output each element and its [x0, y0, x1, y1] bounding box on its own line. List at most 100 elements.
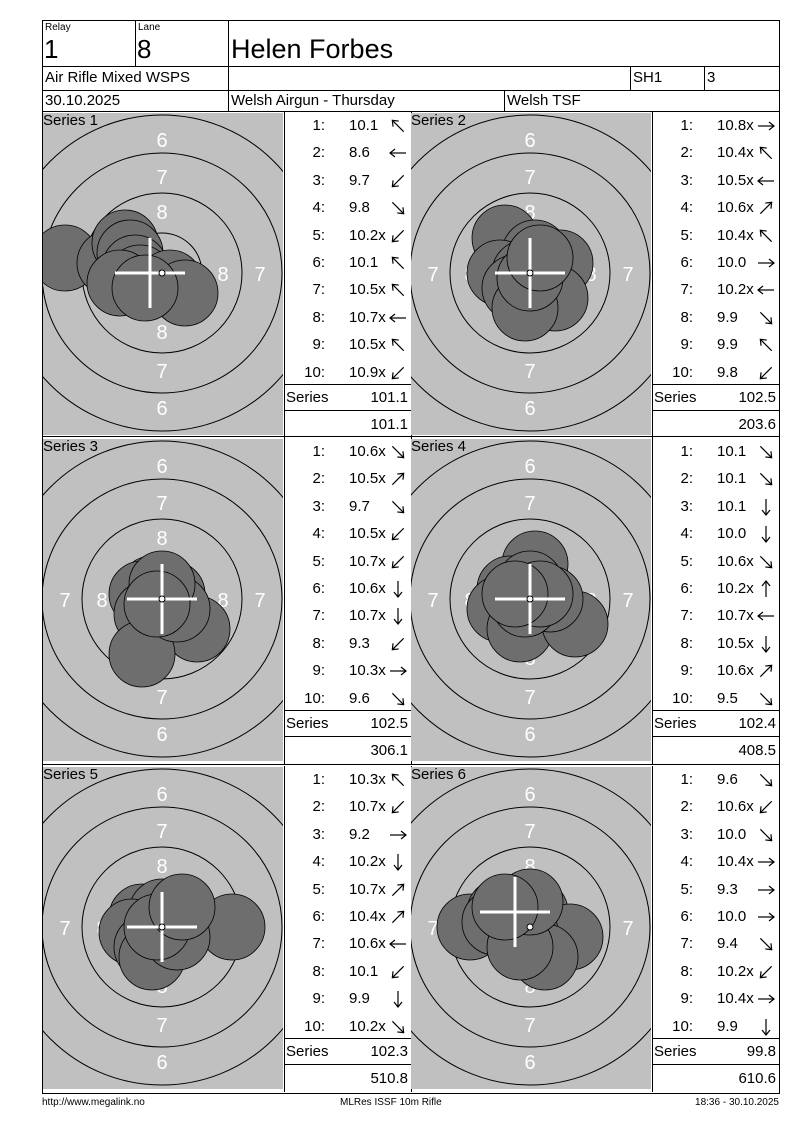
shot-number: 9: — [312, 662, 325, 680]
shot-row: 4: 10.2x — [287, 848, 411, 875]
ring-label-8: 8 — [524, 202, 535, 224]
shot-row: 5: 10.6x — [655, 548, 779, 575]
direction-arrow-icon — [759, 229, 773, 242]
shot-number: 2: — [312, 798, 325, 816]
direction-arrow-icon — [758, 885, 775, 895]
series-title: Series 2 — [411, 112, 467, 129]
summary-divider — [652, 384, 779, 385]
running-total: 610.6 — [738, 1070, 776, 1087]
shot-score: 10.0 — [717, 525, 747, 543]
shot-score: 10.5x — [349, 281, 386, 299]
shot-number: 7: — [312, 607, 325, 625]
shot-row: 4: 10.4x — [655, 848, 779, 875]
series-total: 102.4 — [738, 715, 776, 732]
shot-list: 1: 10.3x 2: 10.7x 3: 9.2 4: 10.2x 5: 10.7x 6: 10.4x… — [287, 766, 410, 1092]
shot-number: 6: — [312, 580, 325, 597]
direction-arrow-icon — [393, 581, 403, 598]
center-point — [158, 269, 166, 277]
shot-row: 4: 10.6x — [655, 194, 779, 221]
shot-row: 10: 9.9 — [655, 1013, 779, 1040]
shot-hole — [111, 254, 179, 322]
ring-label-8: 8 — [524, 856, 535, 878]
ring-label-8: 8 — [217, 590, 228, 612]
direction-arrow-icon — [391, 119, 405, 133]
shot-row: 10: 10.2x — [287, 1013, 411, 1040]
shot-row: 9: 10.3x — [287, 657, 411, 684]
shot-hole — [471, 873, 539, 941]
shot-number: 7: — [312, 281, 325, 299]
shot-row: 5: 10.2x — [287, 222, 411, 249]
direction-arrow-icon — [757, 285, 774, 295]
shot-row: 7: 10.5x — [287, 276, 411, 303]
header-divider — [42, 90, 780, 91]
ring-label-6: 6 — [156, 724, 167, 746]
shot-number: 8: — [312, 634, 325, 652]
header-divider — [42, 66, 780, 67]
direction-arrow-icon — [391, 1020, 405, 1033]
shot-score: 9.5 — [717, 689, 738, 707]
series-total-label: Series — [654, 715, 697, 732]
shot-score: 10.1 — [349, 254, 379, 271]
shot-number: 1: — [312, 443, 325, 460]
shot-row: 7: 10.2x — [655, 276, 779, 303]
ring-label-7: 7 — [524, 1015, 535, 1037]
running-total: 101.1 — [370, 416, 408, 433]
class-code: 3 — [707, 69, 716, 86]
shot-number: 4: — [680, 853, 693, 871]
ring-label-7: 7 — [254, 264, 265, 286]
footer-software: MLRes ISSF 10m Rifle — [340, 1097, 442, 1108]
shot-number: 5: — [312, 552, 325, 570]
ring-label-7: 7 — [156, 821, 167, 843]
target-face: 6677778888 — [43, 439, 283, 761]
shot-row: 3: 9.7 — [287, 167, 411, 194]
shot-row: 4: 9.8 — [287, 194, 411, 221]
shot-score: 10.4x — [717, 990, 754, 1008]
direction-arrow-icon — [759, 828, 773, 842]
series-total: 101.1 — [370, 389, 408, 406]
direction-arrow-icon — [761, 1018, 771, 1036]
shot-hole — [123, 570, 191, 638]
shot-number: 6: — [312, 254, 325, 271]
direction-arrow-icon — [761, 498, 771, 516]
panel-divider — [42, 436, 780, 437]
direction-arrow-icon — [391, 229, 405, 242]
shot-number: 8: — [680, 962, 693, 980]
shot-score: 10.1 — [717, 443, 747, 460]
direction-arrow-icon — [759, 338, 773, 352]
shot-number: 1: — [680, 443, 693, 460]
shot-number: 8: — [312, 962, 325, 980]
shot-row: 4: 10.0 — [655, 520, 779, 547]
shot-number: 6: — [680, 908, 693, 925]
shot-number: 5: — [680, 226, 693, 244]
series-total-label: Series — [286, 389, 329, 406]
series-title: Series 4 — [411, 438, 467, 455]
series-title: Series 6 — [411, 766, 467, 783]
shot-number: 8: — [680, 634, 693, 652]
ring-label-7: 7 — [524, 821, 535, 843]
series-title: Series 5 — [43, 766, 99, 783]
shot-row: 8: 9.3 — [287, 630, 411, 657]
shot-score: 10.1 — [349, 117, 379, 134]
shot-row: 7: 9.4 — [655, 930, 779, 957]
ring-label-7: 7 — [59, 590, 70, 612]
direction-arrow-icon — [759, 664, 773, 678]
shot-number: 10: — [304, 363, 325, 381]
ring-label-7: 7 — [524, 493, 535, 515]
footer-website[interactable]: http://www.megalink.no — [42, 1097, 145, 1108]
ring-label-7: 7 — [524, 687, 535, 709]
center-point — [526, 923, 534, 931]
shot-row: 8: 9.9 — [655, 304, 779, 331]
shot-number: 4: — [312, 853, 325, 871]
direction-arrow-icon — [759, 445, 773, 459]
shot-number: 2: — [680, 798, 693, 816]
summary-divider — [652, 410, 779, 411]
shot-number: 2: — [312, 470, 325, 488]
shot-row: 5: 10.7x — [287, 876, 411, 903]
ring-6 — [43, 114, 283, 432]
direction-arrow-icon — [759, 938, 773, 951]
shot-score: 9.7 — [349, 171, 370, 189]
footer-timestamp: 18:36 - 30.10.2025 — [695, 1097, 779, 1108]
direction-arrow-icon — [759, 801, 773, 814]
direction-arrow-icon — [390, 666, 407, 676]
shot-row: 1: 9.6 — [655, 766, 779, 793]
